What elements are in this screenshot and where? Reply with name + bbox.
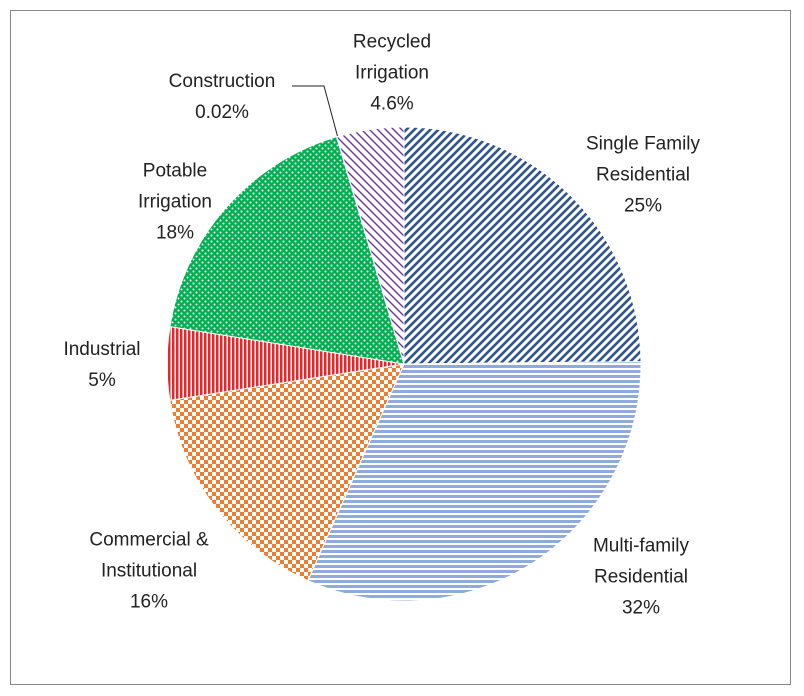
pie-slice [307, 361, 642, 602]
category-label: Single Family Residential [585, 133, 701, 186]
value-label: 25% [623, 195, 663, 217]
pie-slice [403, 126, 642, 365]
category-label: Commercial & Institutional [89, 529, 209, 582]
pie-slice [336, 126, 405, 365]
slice-label: Potable Irrigation 18% [125, 156, 225, 249]
value-label: 4.6% [370, 93, 414, 115]
value-label: 0.02% [195, 102, 249, 123]
slice-label: Industrial 5% [47, 334, 157, 396]
chart-frame [10, 10, 791, 685]
slice-label: Recycled Irrigation 4.6% [342, 27, 442, 120]
value-label: 32% [621, 597, 661, 619]
slice-label: Commercial & Institutional 16% [87, 525, 212, 618]
slice-label: Multi-family Residential 32% [566, 531, 716, 624]
pie-slice [169, 136, 405, 365]
leader-line [292, 85, 339, 139]
category-label: Construction [168, 71, 276, 92]
pie-slice [169, 363, 405, 582]
slice-label: Construction 0.02% [147, 66, 297, 128]
category-label: Multi-family Residential [592, 535, 690, 588]
category-label: Industrial [63, 339, 141, 360]
category-label: Potable Irrigation [138, 160, 212, 213]
value-label: 18% [155, 222, 195, 244]
slice-label: Single Family Residential 25% [583, 129, 703, 222]
value-label: 16% [129, 591, 169, 613]
category-label: Recycled Irrigation [352, 31, 432, 84]
value-label: 5% [88, 370, 116, 391]
